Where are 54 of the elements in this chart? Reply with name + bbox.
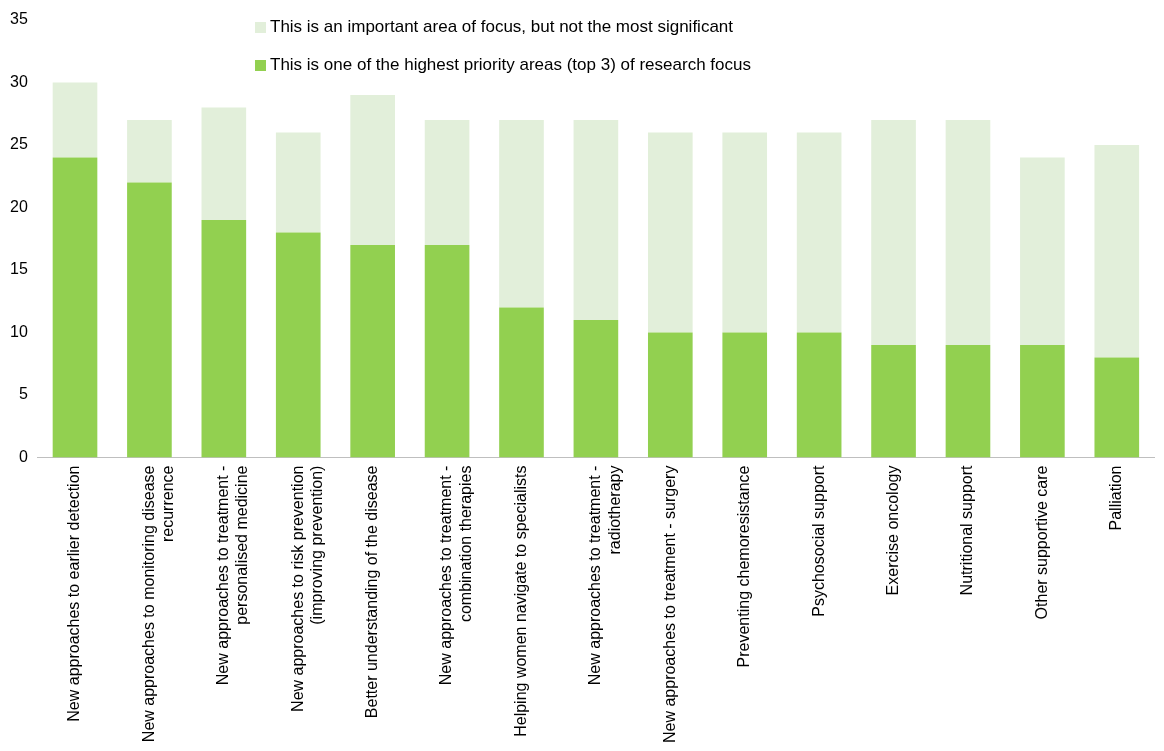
bar (350, 95, 395, 246)
bar (573, 120, 619, 321)
bar (1020, 157, 1065, 346)
bar (127, 120, 172, 183)
bar (871, 120, 916, 346)
x-tick-label: New approaches to treatment - radiotherapy (586, 465, 623, 686)
bar (945, 345, 991, 458)
x-tick-label: Better understanding of the disease (363, 465, 381, 719)
x-tick-label: New approaches to treatment - combination therapies (437, 465, 474, 686)
bar (499, 307, 544, 458)
bar (424, 245, 470, 458)
y-tick-label: 10 (10, 322, 28, 340)
bar (201, 107, 247, 221)
bar (201, 220, 247, 458)
bar (1094, 145, 1140, 358)
bar (499, 120, 544, 308)
x-tick-label: New approaches to treatment - surgery (660, 465, 678, 744)
bar (424, 120, 470, 246)
y-tick-label: 20 (10, 197, 28, 215)
bar (52, 157, 98, 458)
bar (796, 132, 842, 333)
x-tick-label: New approaches to risk prevention (improving prevention) (288, 465, 325, 712)
x-tick-label: Exercise oncology (883, 465, 901, 596)
bar (722, 132, 768, 333)
bar (1020, 345, 1065, 458)
y-tick-label: 35 (10, 10, 28, 28)
bar (350, 245, 395, 458)
bar (1094, 357, 1140, 458)
x-tick-label: Palliation (1107, 465, 1125, 531)
x-tick-label: New approaches to monitoring disease recurrence (139, 465, 177, 743)
x-tick-label: New approaches to earlier detection (65, 465, 83, 722)
bar (722, 332, 768, 458)
x-tick-label: Psychosocial support (809, 464, 827, 617)
x-tick-label: Helping women navigate to specialists (511, 465, 529, 737)
bar (275, 232, 321, 458)
y-tick-label: 5 (18, 385, 28, 403)
y-tick-label: 15 (10, 260, 28, 278)
legend-label: This is an important area of focus, but not the most significant (270, 17, 734, 37)
y-tick-label: 0 (18, 447, 28, 465)
bar (945, 120, 991, 346)
legend-label: This is one of the highest priority areas (top 3) of research focus (270, 55, 751, 75)
bar (573, 320, 619, 458)
bar (647, 132, 693, 333)
bar (647, 332, 693, 458)
bar (796, 332, 842, 458)
bar (52, 82, 98, 158)
x-tick-label: Other supportive care (1032, 465, 1050, 620)
bar (275, 132, 321, 233)
y-tick-label: 25 (10, 135, 28, 153)
x-tick-label: Nutritional support (958, 464, 976, 596)
x-tick-label: Preventing chemoresistance (735, 465, 753, 668)
bar (127, 182, 172, 458)
bar (871, 345, 916, 458)
y-tick-label: 30 (10, 72, 28, 90)
